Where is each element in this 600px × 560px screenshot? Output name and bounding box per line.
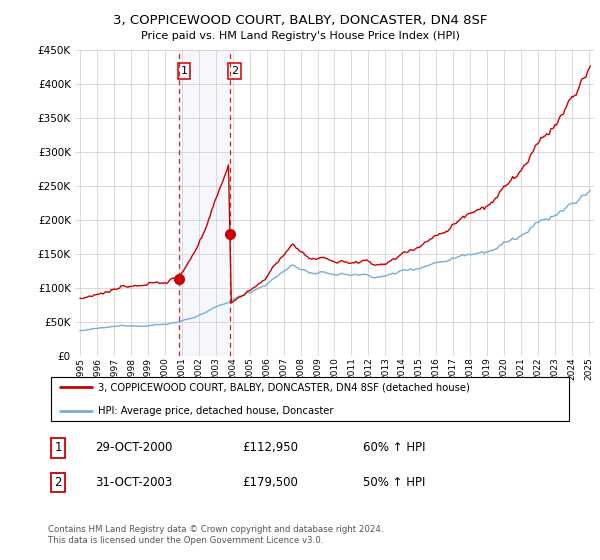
Text: 1: 1: [181, 66, 187, 76]
Text: £179,500: £179,500: [242, 476, 298, 489]
Text: 1: 1: [54, 441, 62, 454]
Text: Contains HM Land Registry data © Crown copyright and database right 2024.
This d: Contains HM Land Registry data © Crown c…: [48, 525, 383, 545]
Text: 60% ↑ HPI: 60% ↑ HPI: [363, 441, 425, 454]
Text: HPI: Average price, detached house, Doncaster: HPI: Average price, detached house, Donc…: [98, 406, 334, 416]
Text: 3, COPPICEWOOD COURT, BALBY, DONCASTER, DN4 8SF (detached house): 3, COPPICEWOOD COURT, BALBY, DONCASTER, …: [98, 382, 470, 392]
Text: £112,950: £112,950: [242, 441, 298, 454]
Text: 2: 2: [54, 476, 62, 489]
Bar: [179, 50, 230, 356]
Text: 2: 2: [231, 66, 238, 76]
Text: Price paid vs. HM Land Registry's House Price Index (HPI): Price paid vs. HM Land Registry's House …: [140, 31, 460, 41]
Text: 50% ↑ HPI: 50% ↑ HPI: [363, 476, 425, 489]
Text: 29-OCT-2000: 29-OCT-2000: [95, 441, 173, 454]
Text: 3, COPPICEWOOD COURT, BALBY, DONCASTER, DN4 8SF: 3, COPPICEWOOD COURT, BALBY, DONCASTER, …: [113, 14, 487, 27]
FancyBboxPatch shape: [50, 377, 569, 421]
Text: 31-OCT-2003: 31-OCT-2003: [95, 476, 173, 489]
